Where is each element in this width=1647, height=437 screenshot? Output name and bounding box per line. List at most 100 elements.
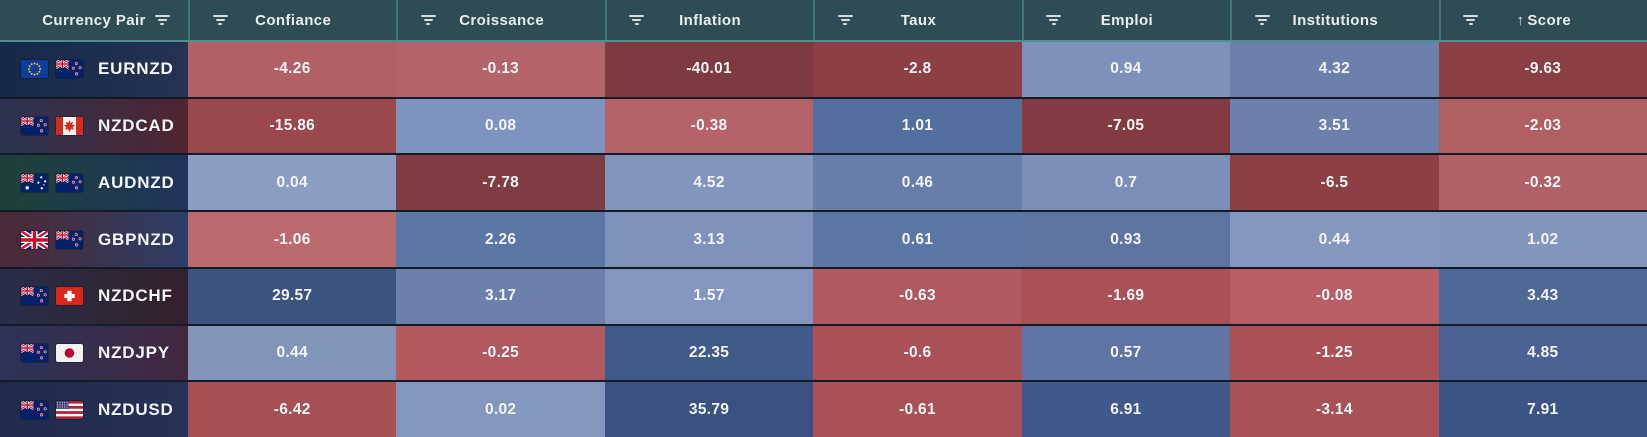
table-row[interactable]: NZDUSD -6.42 0.02 35.79 -0.61 6.91 -3.14 7.91 xyxy=(0,382,1647,437)
cell-institutions: -6.5 xyxy=(1230,155,1439,211)
table-row[interactable]: GBPNZD -1.06 2.26 3.13 0.61 0.93 0.44 1.02 xyxy=(0,212,1647,267)
flag-ch-icon xyxy=(56,287,83,306)
pair-label: NZDJPY xyxy=(98,342,170,362)
cell-confiance: -1.06 xyxy=(188,212,397,267)
cell-institutions: 0.44 xyxy=(1230,212,1439,267)
cell-institutions: 4.32 xyxy=(1230,42,1439,97)
currency-pair-cell[interactable]: AUDNZD xyxy=(0,155,188,211)
filter-icon[interactable] xyxy=(154,15,170,25)
currency-pair-cell[interactable]: NZDCAD xyxy=(0,98,188,154)
table-row[interactable]: NZDCAD -15.86 0.08 -0.38 1.01 -7.05 3.51 -2.03 xyxy=(0,98,1647,154)
column-header-label: Institutions xyxy=(1292,11,1379,29)
table-row[interactable]: AUDNZD 0.04 -7.78 4.52 0.46 0.7 -6.5 -0.32 xyxy=(0,155,1647,211)
cell-emploi: -1.69 xyxy=(1021,268,1231,324)
column-header-label: Emploi xyxy=(1100,11,1154,29)
pair-label: GBPNZD xyxy=(98,229,175,249)
column-header-label: Confiance xyxy=(255,11,332,29)
cell-croissance: -7.78 xyxy=(396,155,605,211)
cell-institutions: -1.25 xyxy=(1230,325,1439,381)
filter-icon[interactable] xyxy=(837,15,853,25)
table-body: EURNZD -4.26 -0.13 -40.01 -2.8 0.94 4.32 -9.63 N… xyxy=(0,42,1647,437)
column-header-confiance[interactable]: Confiance xyxy=(188,0,396,40)
column-header-taux[interactable]: Taux xyxy=(813,0,1021,40)
cell-inflation: -40.01 xyxy=(604,42,814,97)
cell-inflation: 22.35 xyxy=(604,325,814,381)
filter-icon[interactable] xyxy=(629,15,645,25)
filter-icon[interactable] xyxy=(420,15,436,25)
cell-institutions: 3.51 xyxy=(1230,98,1439,154)
pair-label: EURNZD xyxy=(98,59,174,79)
cell-taux: -0.6 xyxy=(813,325,1022,381)
column-header-label: Currency Pair xyxy=(42,11,146,29)
cell-inflation: 3.13 xyxy=(604,212,814,267)
flag-nz-icon xyxy=(56,60,83,79)
column-header-croissance[interactable]: Croissance xyxy=(396,0,604,40)
cell-taux: -0.63 xyxy=(813,268,1022,324)
sort-ascending-icon: ↑ xyxy=(1516,11,1525,29)
cell-emploi: 6.91 xyxy=(1021,382,1231,437)
cell-taux: 0.46 xyxy=(813,155,1022,211)
cell-croissance: 3.17 xyxy=(396,268,605,324)
column-header-label: Score xyxy=(1527,11,1572,29)
flag-gb-icon xyxy=(21,230,48,249)
filter-icon[interactable] xyxy=(1254,15,1270,25)
cell-inflation: -0.38 xyxy=(604,98,814,154)
flag-eu-icon xyxy=(21,60,48,79)
cell-confiance: 0.04 xyxy=(188,155,397,211)
column-header-institutions[interactable]: Institutions xyxy=(1230,0,1438,40)
cell-taux: 0.61 xyxy=(813,212,1022,267)
cell-score: 1.02 xyxy=(1438,212,1647,267)
cell-confiance: -6.42 xyxy=(188,382,397,437)
filter-icon[interactable] xyxy=(212,15,228,25)
column-header-emploi[interactable]: Emploi xyxy=(1021,0,1230,40)
filter-icon[interactable] xyxy=(1463,15,1479,25)
cell-score: 3.43 xyxy=(1438,268,1647,324)
flag-nz-icon xyxy=(21,343,48,362)
cell-croissance: -0.25 xyxy=(396,325,605,381)
column-header-inflation[interactable]: Inflation xyxy=(604,0,813,40)
cell-score: 7.91 xyxy=(1438,382,1647,437)
table-row[interactable]: EURNZD -4.26 -0.13 -40.01 -2.8 0.94 4.32 -9.63 xyxy=(0,42,1647,97)
column-header-score[interactable]: ↑ Score xyxy=(1438,0,1647,40)
currency-pair-cell[interactable]: NZDJPY xyxy=(0,325,188,381)
column-header-currency-pair[interactable]: Currency Pair xyxy=(0,0,188,40)
table-row[interactable]: NZDJPY 0.44 -0.25 22.35 -0.6 0.57 -1.25 4.85 xyxy=(0,325,1647,381)
cell-score: 4.85 xyxy=(1438,325,1647,381)
cell-confiance: 0.44 xyxy=(188,325,397,381)
cell-emploi: 0.57 xyxy=(1021,325,1231,381)
currency-pair-cell[interactable]: GBPNZD xyxy=(0,212,188,267)
cell-inflation: 35.79 xyxy=(604,382,814,437)
cell-croissance: 0.02 xyxy=(396,382,605,437)
cell-inflation: 4.52 xyxy=(604,155,814,211)
flag-nz-icon xyxy=(21,287,48,306)
cell-confiance: -4.26 xyxy=(188,42,397,97)
table-row[interactable]: NZDCHF 29.57 3.17 1.57 -0.63 -1.69 -0.08 3.43 xyxy=(0,268,1647,324)
pair-label: NZDUSD xyxy=(98,399,174,419)
flag-us-icon xyxy=(56,400,83,419)
flag-jp-icon xyxy=(56,343,83,362)
currency-pair-cell[interactable]: EURNZD xyxy=(0,42,188,97)
cell-taux: -2.8 xyxy=(813,42,1022,97)
cell-inflation: 1.57 xyxy=(604,268,814,324)
flag-ca-icon xyxy=(56,117,83,136)
currency-pair-cell[interactable]: NZDCHF xyxy=(0,268,188,324)
cell-taux: -0.61 xyxy=(813,382,1022,437)
cell-taux: 1.01 xyxy=(813,98,1022,154)
table-header: Currency Pair Confiance Croissance Infla… xyxy=(0,0,1647,42)
cell-institutions: -0.08 xyxy=(1230,268,1439,324)
cell-score: -9.63 xyxy=(1438,42,1647,97)
cell-croissance: 0.08 xyxy=(396,98,605,154)
cell-croissance: 2.26 xyxy=(396,212,605,267)
flag-au-icon xyxy=(21,173,48,192)
flag-nz-icon xyxy=(56,230,83,249)
column-header-label: Taux xyxy=(900,11,937,29)
cell-score: -0.32 xyxy=(1438,155,1647,211)
pair-label: NZDCHF xyxy=(98,286,173,306)
filter-icon[interactable] xyxy=(1046,15,1062,25)
currency-pair-cell[interactable]: NZDUSD xyxy=(0,382,188,437)
flag-nz-icon xyxy=(21,117,48,136)
flag-nz-icon xyxy=(21,400,48,419)
cell-emploi: 0.93 xyxy=(1021,212,1231,267)
cell-confiance: -15.86 xyxy=(188,98,397,154)
